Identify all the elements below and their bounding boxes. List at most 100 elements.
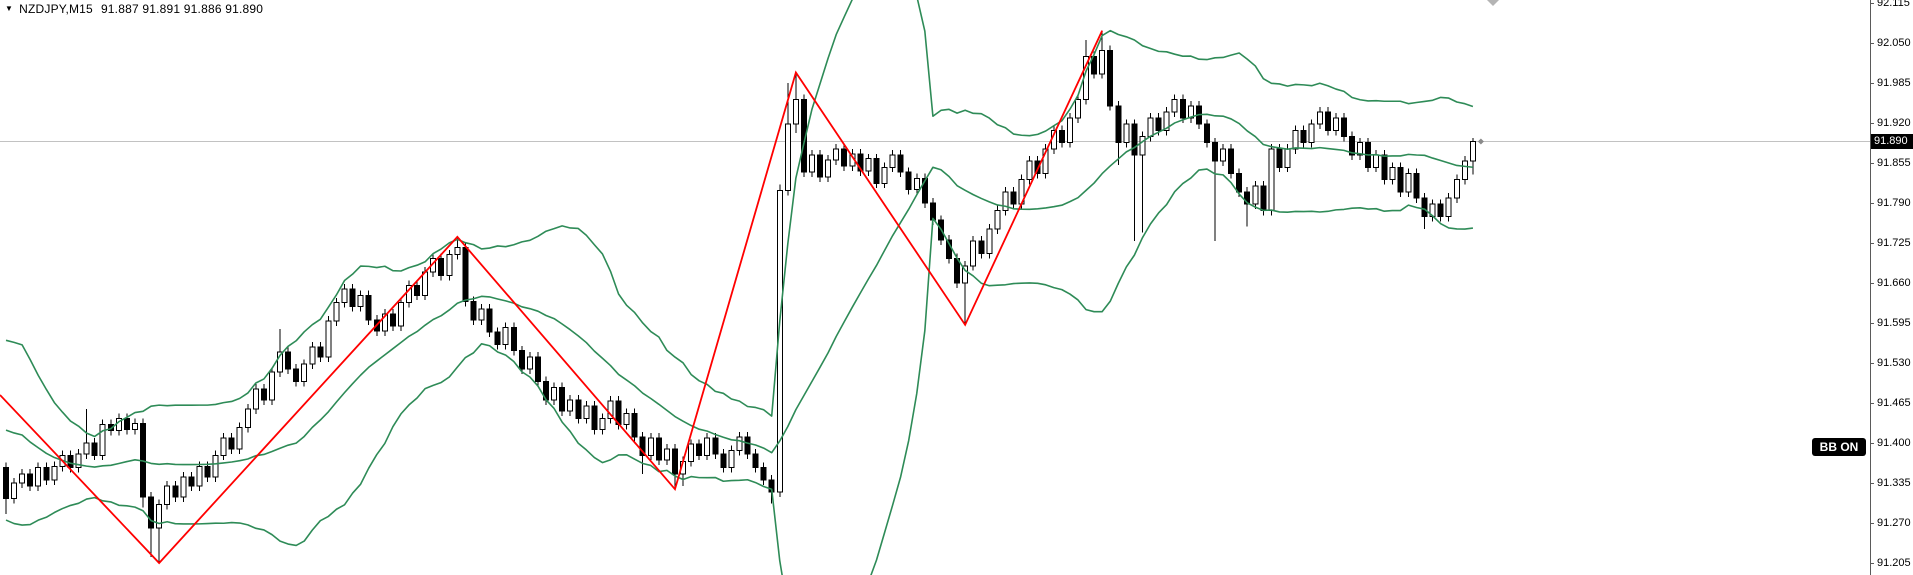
candle-bearish [317,346,324,358]
candle-bullish [19,473,26,484]
candle-bearish [1381,154,1388,181]
candle-bearish [752,453,759,469]
candle-bullish [131,422,138,430]
last-bar-marker-icon [1477,138,1484,145]
candle-bullish [1026,160,1033,181]
zigzag-line [0,30,1103,565]
candle-bullish [212,454,219,478]
candle-bearish [349,288,356,307]
candle-bearish [1260,185,1267,211]
candle-bearish [1437,203,1444,218]
candle-bearish [470,300,477,321]
candle-bullish [688,443,695,462]
candle-bullish [478,308,485,321]
candle-bullish [325,320,332,358]
candle-bullish [607,400,614,419]
candle-bullish [156,504,163,529]
candle-bullish [1163,111,1170,131]
candle-bearish [1179,99,1186,119]
candle-bullish [1042,148,1049,174]
candle-bearish [91,442,98,456]
candle-bearish [389,313,396,327]
candle-bullish [526,356,533,370]
candle-bullish [1453,179,1460,199]
candle-bearish [43,467,50,481]
candle-bearish [204,465,211,478]
candle-bearish [671,448,678,475]
candle-bearish [27,473,34,487]
candle-bearish [559,387,566,412]
candle-bullish [736,436,743,451]
candle-bullish [663,448,670,461]
candle-bullish [1292,129,1299,150]
candle-bullish [833,148,840,161]
candle-bullish [333,302,340,322]
candle-bullish [1002,191,1009,211]
candle-bearish [3,467,9,499]
candle-bearish [841,148,848,167]
candle-bearish [1115,105,1122,144]
candle-bullish [623,412,630,426]
candle-bullish [704,437,711,456]
candle-bullish [1099,49,1106,75]
candle-bearish [1244,191,1251,205]
candle-bullish [406,284,412,304]
candle-bearish [365,294,372,321]
candle-bullish [1357,142,1364,156]
candle-bullish [1308,123,1315,144]
candle-bearish [591,405,598,430]
candle-bearish [1203,123,1210,144]
candle-bearish [655,437,662,461]
chart-title: ▼ NZDJPY,M15 91.887 91.891 91.886 91.890 [5,2,263,30]
candle-bullish [865,158,872,172]
candle-bearish [1413,172,1420,199]
candle-bullish [728,449,735,469]
candle-bullish [1074,99,1081,119]
candle-bearish [1324,111,1331,131]
candle-bullish [1171,99,1178,113]
symbol-expander-icon[interactable]: ▼ [5,4,14,13]
bb-toggle-button[interactable]: BB ON [1812,438,1866,456]
candle-bearish [873,158,880,184]
bollinger-lower-band-line [5,168,1474,575]
candle-bearish [494,331,501,346]
candle-bearish [1300,129,1307,144]
candle-bearish [414,284,421,296]
candle-bearish [67,454,74,469]
candle-bullish [1066,117,1073,144]
candle-bullish [268,371,275,401]
candle-bullish [551,387,558,401]
bollinger-middle-band-line [5,113,1474,468]
candle-bullish [1445,197,1452,218]
candle-bullish [11,482,18,499]
candle-bullish [599,417,606,430]
candle-bearish [462,246,469,302]
candle-bearish [897,154,904,173]
candle-bearish [1421,197,1428,218]
candle-bearish [760,467,767,481]
candle-bearish [293,368,300,382]
candle-bearish [1131,123,1138,156]
candle-bullish [502,326,509,346]
candle-bullish [567,399,574,412]
candle-bearish [1212,142,1218,162]
candle-bullish [1461,160,1468,181]
candle-bullish [1187,105,1194,119]
candle-bullish [220,437,227,456]
price-axis[interactable] [1870,0,1871,575]
candle-bearish [123,417,130,430]
candle-bullish [792,99,799,125]
candle-bullish [381,313,388,332]
candle-bullish [164,485,171,506]
candle-bearish [1236,172,1243,193]
chart-shift-marker-icon[interactable] [1487,0,1499,6]
candle-bullish [357,294,364,307]
candle-bullish [1389,166,1396,181]
candle-bullish [962,265,969,284]
candle-bearish [148,496,155,529]
ohlc-values-label: 91.887 91.891 91.886 91.890 [100,2,264,16]
candle-bearish [1340,117,1347,138]
candle-bearish [1397,166,1404,193]
candle-bullish [809,154,815,173]
